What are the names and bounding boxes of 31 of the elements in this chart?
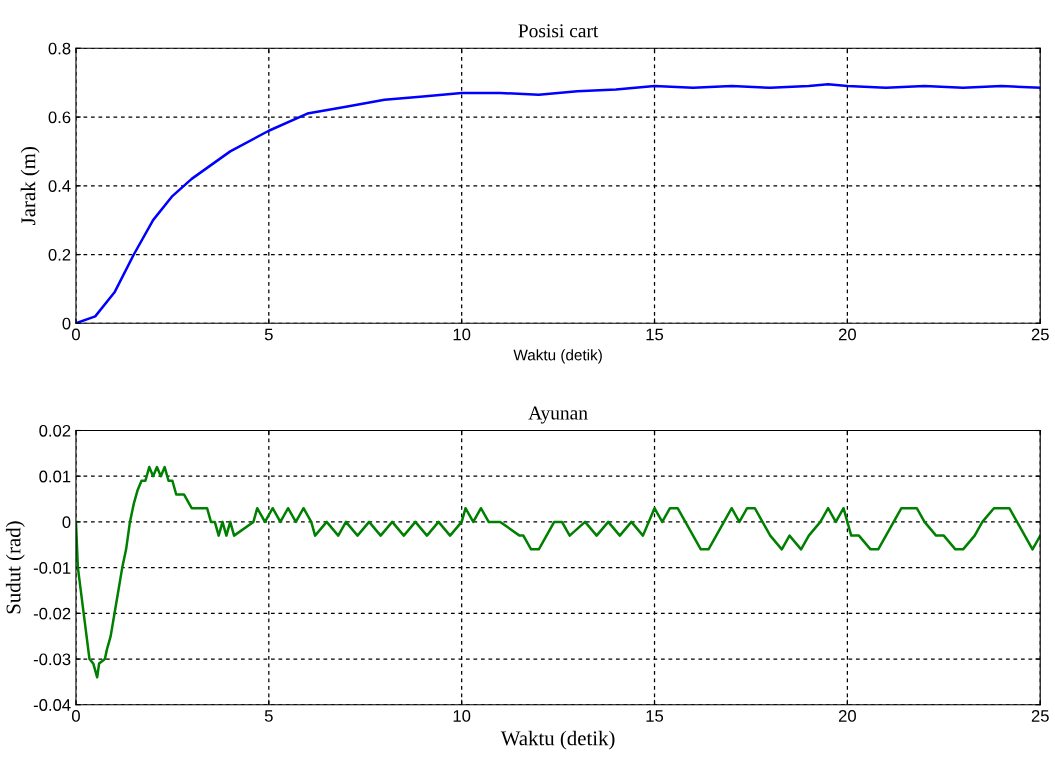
y-axis-title: Jarak (m) <box>20 147 40 225</box>
x-axis-title: Waktu (detik) <box>513 349 602 364</box>
y-tick-label: -0.01 <box>33 562 71 574</box>
y-tick-label: -0.04 <box>33 699 71 711</box>
x-axis-title: Waktu (detik) <box>500 730 615 750</box>
x-tick-label: 25 <box>1031 710 1049 722</box>
chart-title: Posisi cart <box>518 24 599 38</box>
y-tick-label: -0.02 <box>33 607 71 620</box>
chart-title: Ayunan <box>528 406 588 424</box>
x-tick-label: 20 <box>838 710 856 722</box>
x-tick-label: 15 <box>646 328 664 341</box>
y-tick-label: 0 <box>62 317 71 330</box>
x-tick-label: 0 <box>71 710 80 722</box>
y-tick-label: 0 <box>62 516 71 529</box>
x-tick-label: 25 <box>1031 328 1049 341</box>
x-tick-label: 20 <box>838 328 856 341</box>
x-tick-label: 10 <box>453 710 471 722</box>
y-tick-label: -0.03 <box>33 653 71 666</box>
y-tick-label: 0.2 <box>48 248 71 261</box>
x-tick-label: 10 <box>453 328 471 341</box>
x-tick-label: 0 <box>71 328 80 341</box>
x-tick-label: 5 <box>264 328 273 341</box>
y-tick-label: 0.4 <box>48 180 71 192</box>
x-tick-label: 5 <box>264 710 273 722</box>
y-tick-label: 0.02 <box>39 424 71 437</box>
y-tick-label: 0.01 <box>39 470 71 483</box>
x-tick-label: 15 <box>646 710 664 722</box>
y-tick-label: 0.6 <box>48 111 71 124</box>
y-axis-title: Sudut (rad) <box>5 521 25 614</box>
line-series <box>75 465 1041 679</box>
y-tick-label: 0.8 <box>48 42 71 55</box>
